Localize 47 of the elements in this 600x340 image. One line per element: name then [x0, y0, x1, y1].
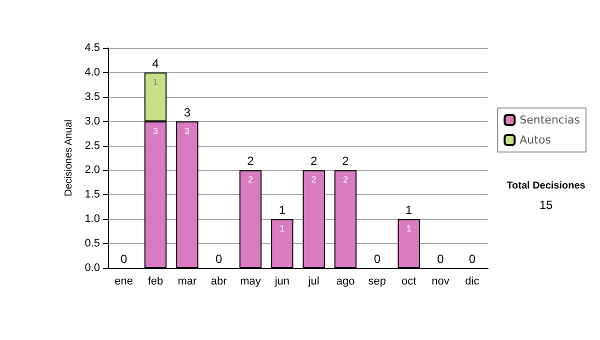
- y-tick-label: 2.0: [84, 164, 100, 176]
- x-tick-label: jun: [274, 276, 290, 288]
- y-tick-label: 0.5: [84, 238, 100, 250]
- total-label: 2: [247, 154, 254, 168]
- data-label: 1: [280, 224, 285, 234]
- data-label: 1: [152, 76, 158, 87]
- total-label: 2: [310, 154, 318, 168]
- y-tick-label: 4.0: [84, 66, 100, 78]
- total-label: 0: [120, 252, 128, 266]
- data-label: 2: [248, 174, 254, 185]
- x-tick-label: nov: [432, 276, 450, 288]
- y-tick-label: 3.5: [84, 90, 100, 103]
- total-label: 1: [405, 203, 412, 218]
- x-tick-label: ago: [336, 276, 355, 288]
- y-axis-title: Decisiones Anual: [63, 120, 74, 196]
- y-tick-label: 3.0: [84, 115, 100, 128]
- total-label: 3: [184, 105, 191, 120]
- total-label: 1: [278, 203, 286, 218]
- x-tick-label: sep: [368, 276, 386, 288]
- x-tick-label: feb: [148, 276, 164, 288]
- total-label: 4: [152, 56, 160, 70]
- data-label: 1: [406, 224, 412, 234]
- data-label: 2: [342, 174, 348, 185]
- x-tick-label: mar: [178, 276, 197, 288]
- legend-label: Sentencias: [520, 114, 580, 126]
- total-label: 2: [342, 154, 350, 168]
- y-tick-label: 4.5: [84, 42, 100, 54]
- x-tick-label: jul: [307, 276, 320, 288]
- x-tick-label: abr: [210, 276, 228, 288]
- y-tick-label: 1.0: [84, 213, 100, 226]
- x-tick-label: oct: [401, 276, 416, 288]
- x-tick-label: ene: [114, 276, 134, 288]
- total-label: 0: [374, 252, 381, 266]
- x-tick-label: may: [240, 276, 262, 288]
- data-label: 2: [311, 174, 316, 185]
- data-label: 3: [184, 126, 190, 136]
- total-label: 0: [215, 252, 222, 266]
- y-tick-label: 2.5: [84, 140, 100, 152]
- legend-label: Autos: [520, 134, 552, 146]
- y-tick-label: 0.0: [84, 262, 100, 274]
- y-tick-label: 1.5: [84, 188, 100, 201]
- data-label: 3: [152, 126, 158, 136]
- x-tick-label: dic: [465, 276, 480, 288]
- total-label: 0: [437, 252, 444, 266]
- text: Total Decisiones: [506, 180, 586, 192]
- text: 15: [539, 198, 553, 212]
- total-label: 0: [468, 252, 476, 266]
